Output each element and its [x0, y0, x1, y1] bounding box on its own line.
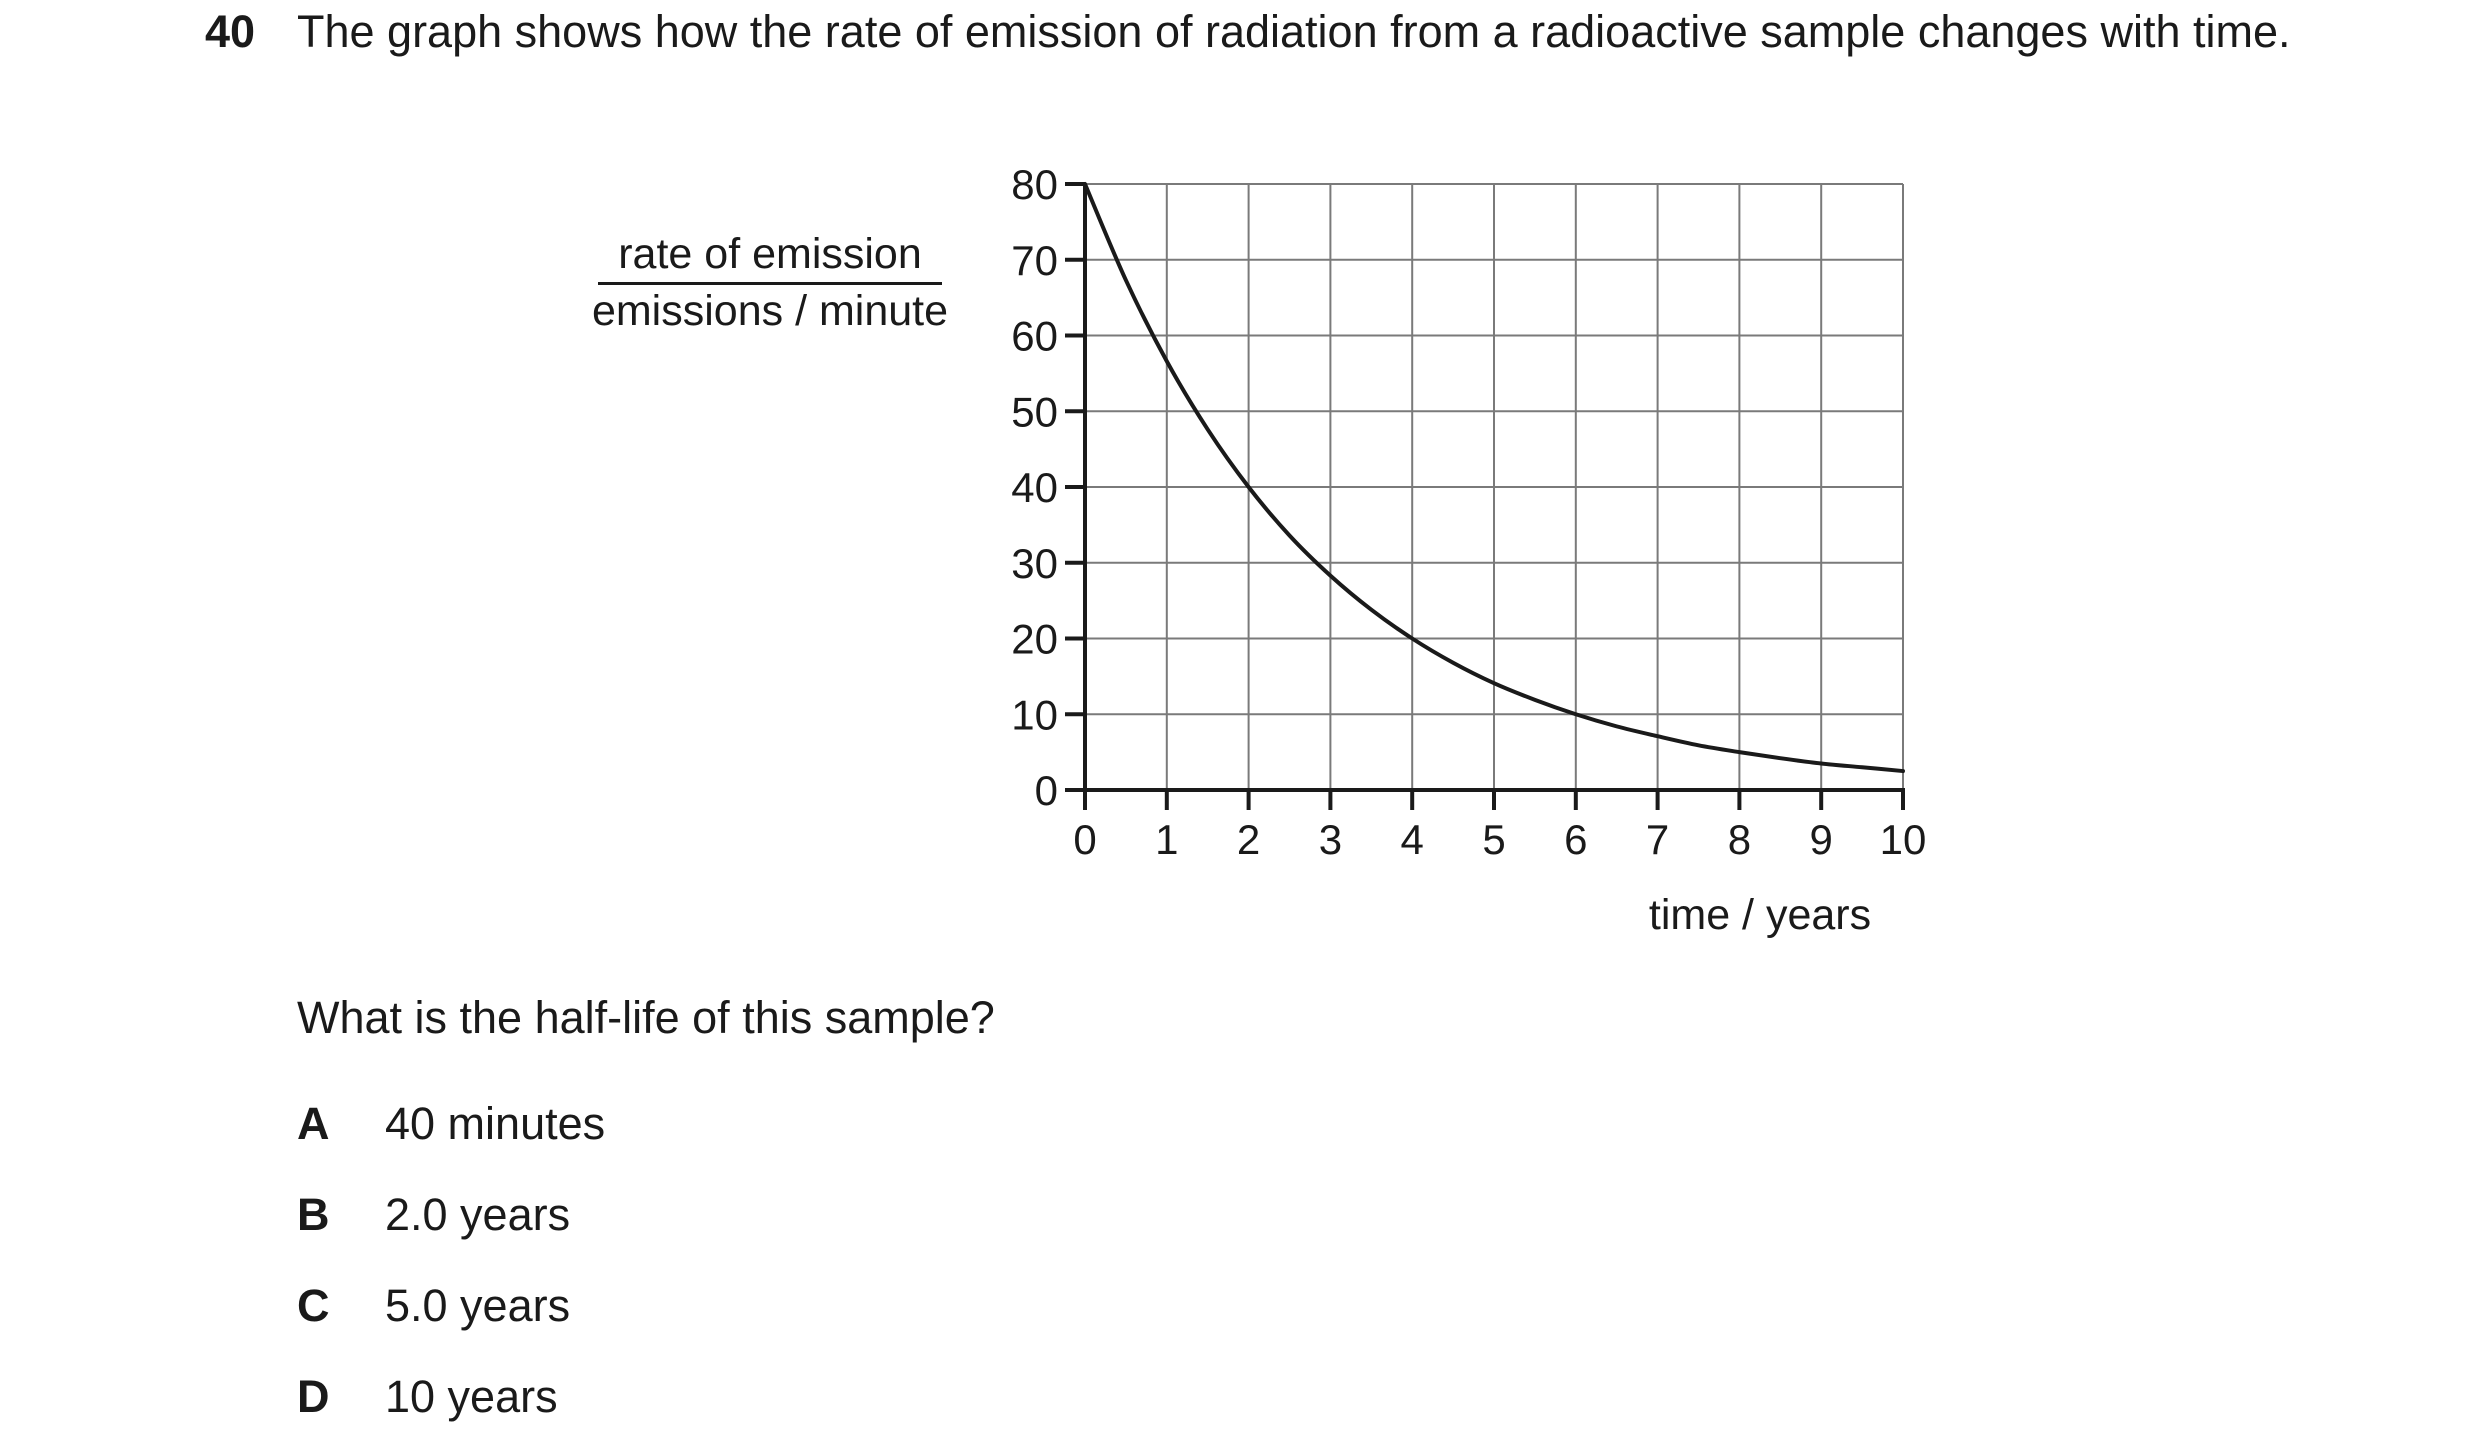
x-tick-label: 0 — [1073, 816, 1096, 863]
x-tick-label: 8 — [1728, 816, 1751, 863]
option-c-letter: C — [297, 1280, 330, 1331]
y-axis-label-unit: emissions / minute — [591, 287, 949, 335]
x-axis-label: time / years — [1649, 891, 1871, 939]
option-c-text: 5.0 years — [385, 1280, 571, 1331]
y-axis-label-quantity: rate of emission — [598, 228, 942, 285]
option-b-letter: B — [297, 1189, 330, 1240]
y-tick-label: 70 — [1011, 237, 1058, 284]
chart-grid — [1085, 183, 1904, 790]
x-tick-label: 1 — [1155, 816, 1178, 863]
decay-curve — [1083, 182, 1905, 774]
x-tick-label: 6 — [1564, 816, 1587, 863]
x-tick-label: 7 — [1646, 816, 1669, 863]
question-stem: The graph shows how the rate of emission… — [297, 6, 2291, 57]
option-d[interactable]: D 10 years — [297, 1369, 558, 1425]
y-tick-label: 60 — [1011, 313, 1058, 360]
option-a[interactable]: A 40 minutes — [297, 1096, 605, 1152]
option-d-letter: D — [297, 1371, 330, 1422]
x-tick-label: 4 — [1401, 816, 1424, 863]
y-tick-label: 40 — [1011, 464, 1058, 511]
y-tick-label: 30 — [1011, 540, 1058, 587]
option-a-letter: A — [297, 1098, 330, 1149]
y-axis-label: rate of emission emissions / minute — [560, 228, 980, 337]
option-a-text: 40 minutes — [385, 1098, 606, 1149]
y-tick-label: 80 — [1011, 161, 1058, 208]
question-number: 40 — [205, 6, 256, 57]
y-tick-label: 50 — [1011, 388, 1058, 435]
option-c[interactable]: C 5.0 years — [297, 1278, 570, 1334]
option-b-text: 2.0 years — [385, 1189, 571, 1240]
y-tick-label: 20 — [1011, 616, 1058, 663]
decay-curve-layer — [1083, 182, 1905, 774]
x-tick-label: 3 — [1319, 816, 1342, 863]
x-tick-label: 10 — [1880, 816, 1927, 863]
x-tick-label: 5 — [1482, 816, 1505, 863]
y-tick-label: 10 — [1011, 691, 1058, 738]
chart-ticks: 0 10 20 30 40 50 60 70 80 0 1 2 3 4 5 6 7 8 9 10 — [1011, 161, 1926, 863]
x-tick-label: 9 — [1810, 816, 1833, 863]
x-tick-label: 2 — [1237, 816, 1260, 863]
option-b[interactable]: B 2.0 years — [297, 1187, 570, 1243]
y-tick-label: 0 — [1035, 767, 1058, 814]
option-d-text: 10 years — [385, 1371, 558, 1422]
question-prompt: What is the half-life of this sample? — [297, 992, 995, 1043]
